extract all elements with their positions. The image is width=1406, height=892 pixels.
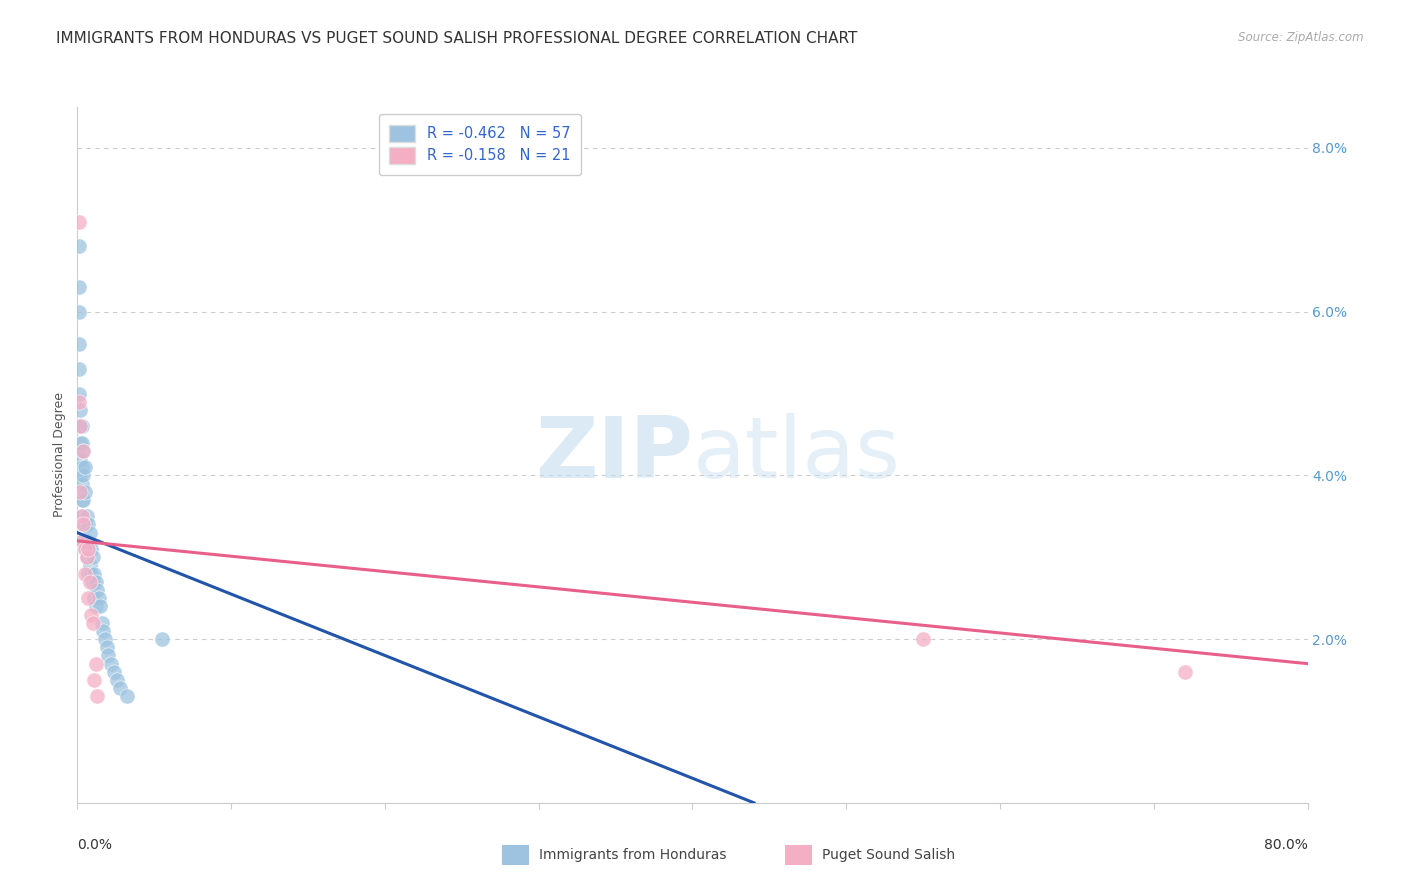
Point [69,403,91,417]
Point [72,517,94,532]
Point [69,484,91,499]
Point [70,509,93,524]
Point [69,435,91,450]
Point [72,443,94,458]
Point [82,550,104,565]
Point [70,492,93,507]
Point [83,673,105,687]
Point [96,640,118,655]
Point [86,582,108,597]
Point [70,419,93,434]
Point [80,542,103,557]
Point [82,574,104,589]
Point [103,665,125,679]
Text: Immigrants from Honduras: Immigrants from Honduras [538,848,725,862]
Point [76,533,98,548]
Point [79,525,101,540]
Point [912,632,935,646]
Point [69,419,91,434]
FancyBboxPatch shape [502,845,529,865]
Text: 80.0%: 80.0% [1264,838,1308,852]
Point [67,304,90,318]
Point [72,443,94,458]
Point [93,624,115,638]
Text: 0.0%: 0.0% [77,838,112,852]
Point [83,591,105,606]
Point [72,517,94,532]
Point [77,591,100,606]
Y-axis label: Professional Degree: Professional Degree [52,392,66,517]
Point [73,542,96,557]
Text: ZIP: ZIP [534,413,693,497]
Point [73,484,96,499]
Point [79,574,101,589]
Point [73,542,96,557]
Point [76,550,98,565]
Point [77,542,100,557]
Point [77,542,100,557]
Point [100,657,122,671]
Point [72,492,94,507]
Point [84,599,107,614]
Point [73,566,96,581]
Point [87,591,110,606]
Point [79,558,101,573]
Text: Puget Sound Salish: Puget Sound Salish [821,848,955,862]
Point [73,517,96,532]
Point [89,599,111,614]
Point [80,566,103,581]
Point [84,574,107,589]
Point [77,517,100,532]
Point [72,468,94,483]
Point [76,550,98,565]
Point [69,484,91,499]
Text: IMMIGRANTS FROM HONDURAS VS PUGET SOUND SALISH PROFESSIONAL DEGREE CORRELATION C: IMMIGRANTS FROM HONDURAS VS PUGET SOUND … [56,31,858,46]
Point [67,394,90,409]
Point [90,615,114,630]
Text: atlas: atlas [693,413,900,497]
Point [76,509,98,524]
Point [105,673,128,687]
Point [82,615,104,630]
Point [97,648,120,663]
Point [80,607,103,622]
Point [94,632,117,646]
Point [115,690,138,704]
Point [69,468,91,483]
Point [77,566,100,581]
Point [84,657,107,671]
Point [83,566,105,581]
Point [70,509,93,524]
Point [70,476,93,491]
Point [70,533,93,548]
Point [73,460,96,475]
Point [67,280,90,294]
Legend: R = -0.462   N = 57, R = -0.158   N = 21: R = -0.462 N = 57, R = -0.158 N = 21 [378,114,581,175]
Point [67,214,90,228]
Text: Source: ZipAtlas.com: Source: ZipAtlas.com [1239,31,1364,45]
Point [67,337,90,351]
Point [70,460,93,475]
Point [72,533,94,548]
Point [1174,665,1197,679]
Point [69,419,91,434]
Point [67,239,90,253]
Point [110,681,132,696]
Point [86,690,108,704]
Point [150,632,173,646]
Point [70,435,93,450]
Point [67,362,90,376]
Point [67,386,90,401]
Point [69,452,91,467]
FancyBboxPatch shape [785,845,811,865]
